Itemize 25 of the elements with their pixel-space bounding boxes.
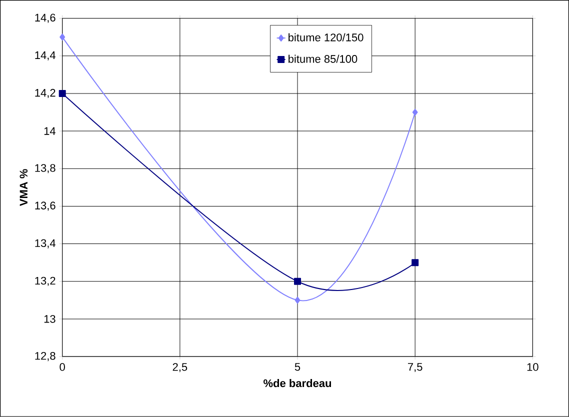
x-tick-label: 10 xyxy=(527,363,538,371)
point xyxy=(58,90,66,98)
legend-label: bitume 120/150 xyxy=(288,33,364,42)
y-tick-label: 14,4 xyxy=(35,51,56,60)
y-tick-label: 14,2 xyxy=(35,88,56,98)
point xyxy=(412,259,419,266)
x-tick-label: 0 xyxy=(60,363,65,371)
x-tick-label: 2,5 xyxy=(172,363,188,372)
y-tick-label: 14,6 xyxy=(35,14,56,23)
y-tick-label: 13,6 xyxy=(35,202,56,211)
y-tick-label: 13,4 xyxy=(35,239,56,248)
legend-label: bitume 85/100 xyxy=(288,54,358,63)
y-axis-title: VMA % xyxy=(20,169,28,206)
y-tick-label: 13,8 xyxy=(35,164,56,174)
y-tick-label: 13 xyxy=(44,315,56,323)
x-tick-label: 7,5 xyxy=(408,363,422,372)
x-axis-title: %de bardeau xyxy=(264,379,332,388)
y-tick-label: 14 xyxy=(44,127,56,135)
point xyxy=(294,278,302,285)
x-tick-label: 5 xyxy=(294,363,300,371)
point xyxy=(294,296,300,304)
point xyxy=(412,108,418,116)
y-tick-label: 12,8 xyxy=(35,352,56,362)
point xyxy=(60,34,66,41)
y-tick-label: 13,2 xyxy=(35,276,56,286)
